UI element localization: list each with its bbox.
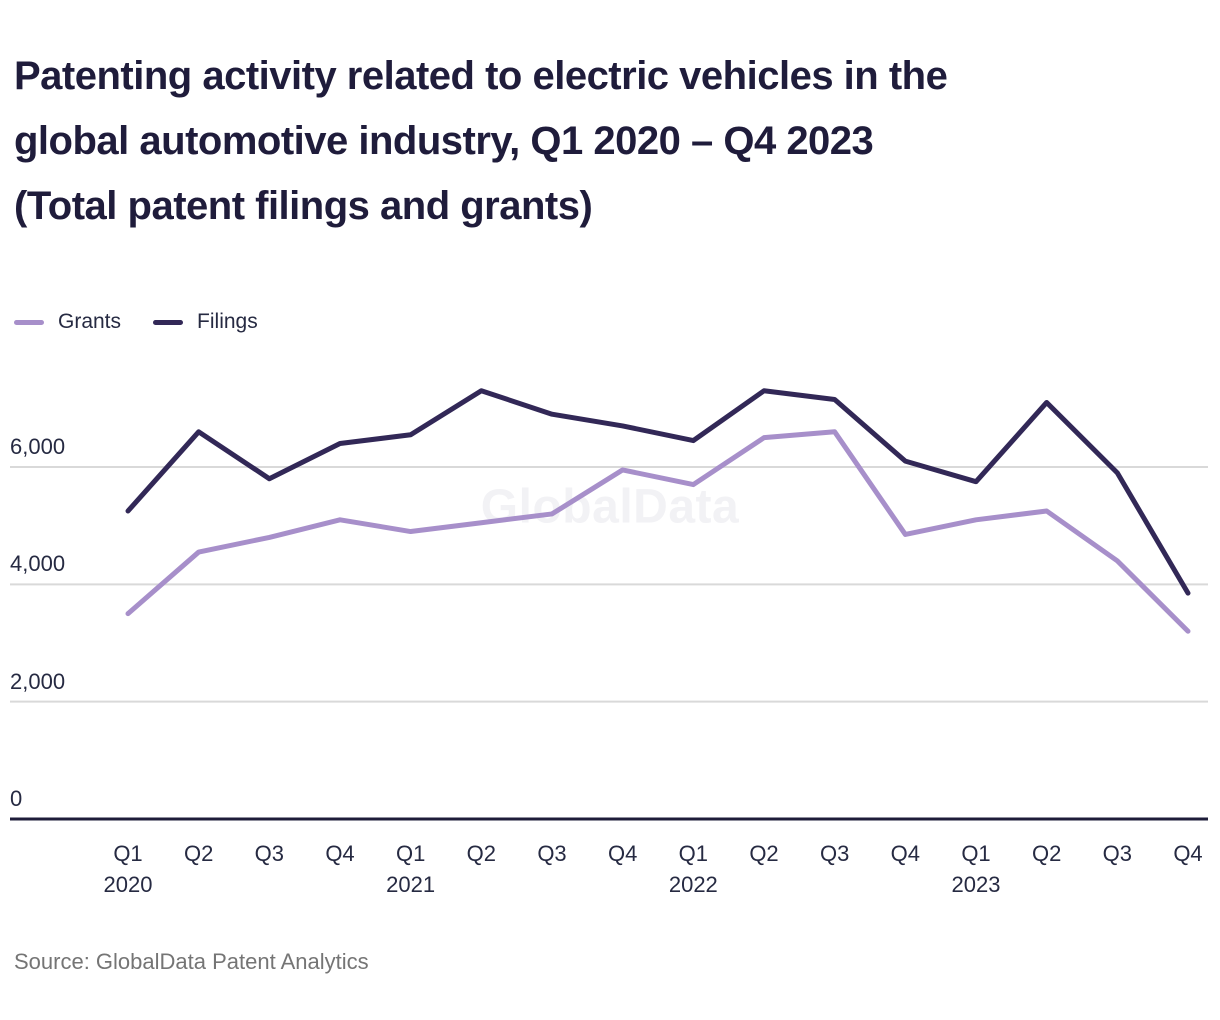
x-tick-label: Q1 <box>678 841 709 866</box>
x-tick-label: Q4 <box>1173 841 1203 866</box>
x-tick-label: Q2 <box>466 841 497 866</box>
x-tick-label: Q1 <box>395 841 426 866</box>
y-tick-label: 2,000 <box>10 668 66 694</box>
x-year-label: 2020 <box>103 872 153 897</box>
x-tick-label: Q4 <box>325 841 355 866</box>
legend: Grants Filings <box>14 306 258 338</box>
legend-label-grants: Grants <box>58 310 122 333</box>
x-tick-label: Q3 <box>254 841 285 866</box>
x-tick-label: Q4 <box>890 841 921 866</box>
x-tick-label: Q3 <box>819 841 850 866</box>
x-tick-label: Q2 <box>1031 841 1062 866</box>
globaldata-watermark: GlobalData <box>480 480 740 534</box>
x-tick-label: Q3 <box>537 841 567 866</box>
title-line: global automotive industry, Q1 2020 – Q4… <box>14 119 874 163</box>
x-tick-label: Q2 <box>183 841 214 866</box>
x-year-label: 2022 <box>668 872 718 897</box>
legend-label-filings: Filings <box>197 310 258 333</box>
chart-title: Patenting activity related to electric v… <box>14 44 1204 239</box>
y-tick-label: 0 <box>10 786 23 811</box>
filings-line <box>125 388 1191 596</box>
y-tick-label: 6,000 <box>10 434 66 459</box>
legend-item-filings: Filings <box>153 310 258 334</box>
x-tick-label: Q4 <box>607 841 638 866</box>
filings-line-swatch-icon <box>153 319 184 325</box>
x-tick-label: Q2 <box>749 841 779 866</box>
legend-item-grants: Grants <box>14 310 121 334</box>
x-tick-label: Q1 <box>113 841 143 866</box>
source-caption: Source: GlobalData Patent Analytics <box>14 949 369 974</box>
x-year-label: 2023 <box>951 872 1001 897</box>
y-tick-label: 4,000 <box>10 551 66 577</box>
x-tick-label: Q1 <box>961 841 991 866</box>
grants-line-swatch-icon <box>14 319 44 325</box>
title-line: (Total patent filings and grants) <box>14 184 593 228</box>
grants-line <box>125 429 1191 634</box>
x-tick-label: Q3 <box>1102 841 1133 866</box>
title-line: Patenting activity related to electric v… <box>14 54 948 98</box>
x-year-label: 2021 <box>386 872 436 897</box>
